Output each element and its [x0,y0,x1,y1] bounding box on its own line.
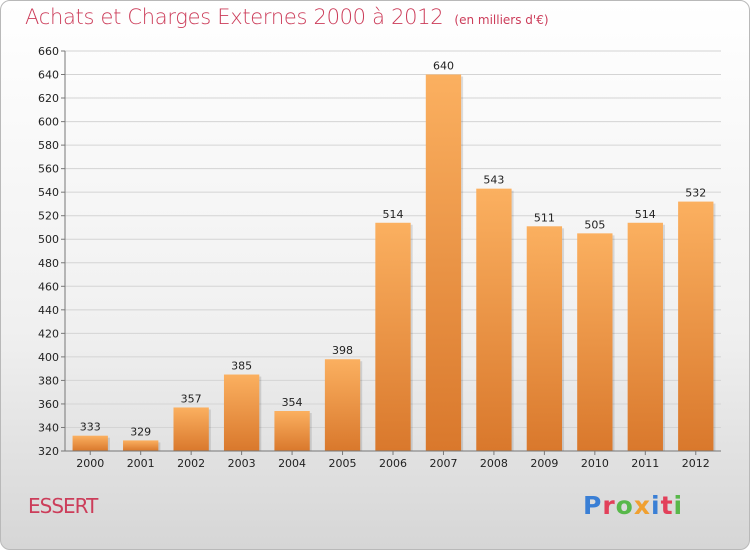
bar [425,74,462,451]
proxiti-logo[interactable]: Proxiti [583,491,683,520]
bar-value-label: 640 [433,60,454,73]
x-tick-label: 2002 [177,457,205,470]
bar [678,201,714,451]
bar [223,374,260,451]
logo-letter: r [602,491,616,520]
bar [375,222,411,451]
y-tick-label: 380 [38,374,59,387]
x-tick-label: 2008 [480,457,508,470]
logo-letter: i [673,491,684,520]
y-tick-label: 320 [38,445,59,458]
y-tick-label: 400 [38,351,59,364]
y-tick-label: 460 [38,280,59,293]
bar-value-label: 543 [483,174,504,187]
y-tick-label: 440 [38,304,59,317]
logo-letter: P [583,491,603,520]
bar-value-label: 532 [685,187,706,200]
bar [123,440,159,451]
x-tick-label: 2003 [228,457,256,470]
bar-value-label: 514 [383,208,404,221]
y-tick-label: 580 [38,139,59,152]
y-tick-label: 480 [38,257,59,270]
commune-name: ESSERT [28,494,98,518]
y-tick-label: 560 [38,163,59,176]
bar [476,188,512,451]
logo-letter: t [660,491,674,520]
x-tick-label: 2005 [329,457,357,470]
bar-value-label: 354 [282,396,303,409]
bar-value-label: 505 [584,218,605,231]
bars: 333 329 357 385 354 398 514 640 543 511 505 514 532 [72,60,716,451]
y-tick-label: 500 [38,233,59,246]
y-tick-label: 620 [38,92,59,105]
y-tick-label: 640 [38,69,59,82]
bar [324,359,361,451]
bar-value-label: 514 [635,208,656,221]
bar [274,411,310,451]
y-tick-label: 420 [38,327,59,340]
logo-letter: o [615,491,634,520]
x-tick-label: 2009 [530,457,558,470]
y-axis: 320 340 360 380 400 420 440 460 480 500 520 540 560 5… [38,45,66,458]
x-tick-label: 2006 [379,457,407,470]
y-tick-label: 340 [38,421,59,434]
bar-value-label: 511 [534,211,555,224]
bar [577,233,613,451]
bar [173,407,209,451]
bar [72,435,108,451]
y-tick-label: 600 [38,116,59,129]
x-tick-label: 2004 [278,457,306,470]
logo-letter: x [633,491,651,520]
x-axis: 2000 2001 2002 2003 2004 2005 2006 2007 2008 2009… [65,450,721,470]
y-tick-label: 360 [38,398,59,411]
bar-value-label: 357 [181,392,202,405]
x-tick-label: 2001 [127,457,155,470]
x-tick-label: 2011 [631,457,659,470]
bar [627,222,663,451]
chart-title: Achats et Charges Externes 2000 à 2012 [25,5,444,29]
x-tick-label: 2010 [581,457,609,470]
bar-value-label: 329 [130,425,151,438]
y-tick-label: 660 [38,45,59,58]
logo-letter: i [651,491,661,520]
chart-unit: (en milliers d'€) [454,13,549,27]
chart-title-block: Achats et Charges Externes 2000 à 2012 (… [25,5,549,29]
bar-value-label: 333 [80,421,101,434]
x-tick-label: 2012 [682,457,710,470]
bar [526,226,563,451]
x-tick-label: 2000 [76,457,104,470]
x-tick-label: 2007 [429,457,457,470]
y-tick-label: 520 [38,210,59,223]
y-tick-label: 540 [38,186,59,199]
bar-value-label: 398 [332,344,353,357]
bar-value-label: 385 [231,360,252,373]
